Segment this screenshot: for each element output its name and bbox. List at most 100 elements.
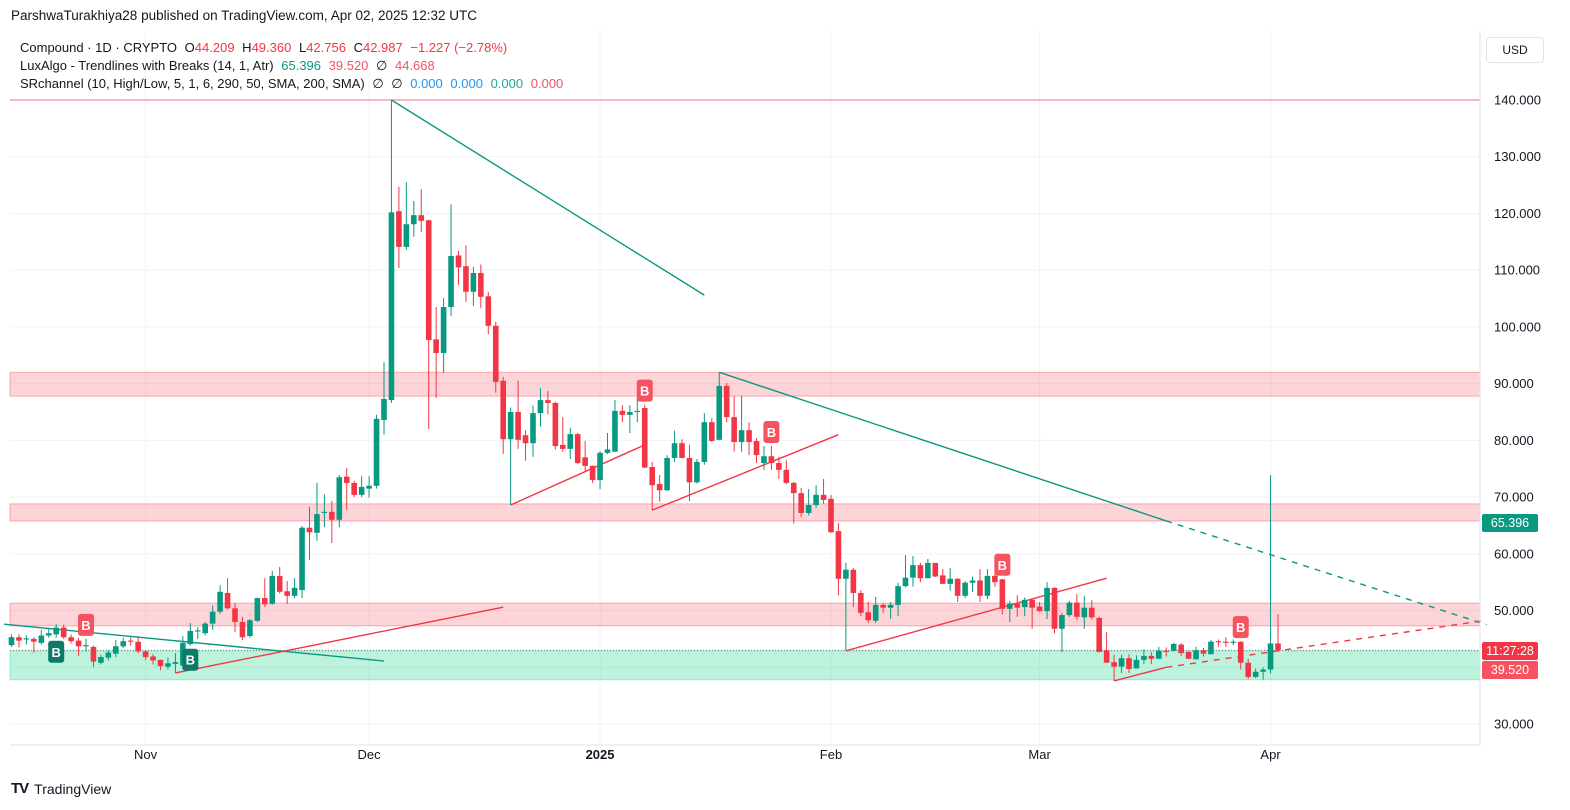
break-label-badge	[994, 553, 1011, 576]
candle-body	[783, 469, 790, 483]
candle	[664, 455, 670, 491]
indicator-name: SRchannel (10, High/Low, 5, 1, 6, 290, 5…	[20, 76, 365, 91]
break-label-text: B	[1236, 620, 1245, 635]
candle	[902, 554, 909, 588]
candle	[1081, 595, 1088, 629]
indicator-value-4: 0.000	[530, 76, 564, 91]
candle	[872, 596, 879, 624]
candle	[1260, 667, 1266, 680]
candle-body	[381, 398, 387, 420]
resistance-zone	[9, 371, 1481, 397]
candle	[835, 523, 842, 596]
price-tick-label: 130.000	[1494, 149, 1541, 164]
candle	[1185, 651, 1192, 660]
candle	[939, 569, 946, 584]
candle-body	[932, 562, 939, 577]
candle-body	[113, 646, 119, 654]
candle-body	[865, 612, 872, 621]
candle-body	[753, 440, 760, 456]
candle	[284, 581, 290, 604]
candle-body	[664, 457, 670, 491]
legend-indicator-luxalgo[interactable]: LuxAlgo - Trendlines with Breaks (14, 1,…	[20, 57, 567, 75]
price-tick-label: 110.000	[1494, 263, 1540, 278]
candle	[38, 629, 45, 645]
bar-countdown-label: 11:27:28	[1482, 642, 1538, 660]
candle-body	[694, 461, 700, 483]
candle	[396, 186, 402, 268]
candle	[135, 636, 141, 654]
resistance-zone	[9, 503, 1481, 522]
candle	[411, 200, 417, 237]
candle-body	[463, 266, 469, 292]
candle	[634, 398, 641, 423]
candle	[545, 391, 551, 415]
downtrend-line	[1166, 520, 1487, 626]
price-tick-label: 50.000	[1494, 603, 1534, 618]
candle	[1088, 600, 1095, 620]
time-tick-label: Apr	[1260, 747, 1281, 762]
candle	[1014, 595, 1021, 617]
candle-body	[194, 630, 201, 632]
candle	[813, 485, 819, 508]
candle-body	[485, 296, 492, 326]
bullish-break-label: B	[182, 648, 199, 671]
candle	[1148, 651, 1155, 664]
candle	[522, 430, 529, 461]
currency-button[interactable]: USD	[1486, 37, 1544, 63]
candle	[1193, 646, 1199, 660]
candle-body	[269, 575, 276, 604]
footer-brand[interactable]: TV TradingView	[11, 780, 111, 797]
candle-body	[858, 592, 864, 613]
candle	[746, 422, 752, 456]
time-tick-label: Feb	[820, 747, 842, 762]
candle-body	[336, 477, 343, 520]
candle	[895, 582, 901, 617]
candle-body	[709, 422, 715, 441]
candle-body	[1245, 662, 1251, 677]
candle	[448, 204, 454, 317]
price-tick-label: 60.000	[1494, 546, 1534, 561]
candle	[992, 573, 998, 587]
candle-body	[828, 498, 834, 533]
price-tick-label: 70.000	[1494, 490, 1534, 505]
candle	[299, 526, 305, 599]
candle	[552, 401, 559, 450]
candle-body	[254, 598, 261, 621]
support-zone	[9, 650, 1481, 681]
time-axis[interactable]: Nov Dec 2025 Feb Mar Apr	[134, 747, 1281, 762]
uptrend-line	[845, 577, 1107, 652]
candle-body	[23, 638, 30, 640]
time-tick-label: Dec	[358, 747, 382, 762]
candle	[1126, 654, 1132, 673]
indicator-value-3: 0.000	[490, 76, 524, 91]
candle-body	[939, 575, 946, 584]
candle-body	[1185, 651, 1192, 659]
candle-body	[738, 430, 745, 443]
candle	[485, 291, 492, 335]
candle-body	[45, 633, 52, 636]
candles	[8, 100, 1281, 681]
candle-body	[530, 413, 536, 444]
candle-body	[1096, 617, 1102, 652]
candle	[209, 605, 216, 630]
break-label-text: B	[767, 425, 776, 440]
candle	[1133, 655, 1140, 669]
candle	[150, 654, 156, 665]
candle	[925, 558, 931, 579]
candle-body	[723, 385, 730, 418]
uptrend-line	[175, 606, 504, 674]
candle	[120, 637, 127, 648]
candle-body	[455, 255, 462, 268]
legend-indicator-srchannel[interactable]: SRchannel (10, High/Low, 5, 1, 6, 290, 5…	[20, 75, 567, 93]
price-axis[interactable]: 30.00040.00050.00060.00070.00080.00090.0…	[1494, 93, 1541, 732]
candle	[805, 489, 812, 516]
candle	[1156, 646, 1162, 659]
candle-body	[284, 591, 290, 596]
ohlc-open: O44.209	[184, 40, 235, 55]
candle-body	[902, 577, 909, 587]
legend-symbol-row[interactable]: Compound · 1D · CRYPTO O44.209 H49.360 L…	[20, 39, 567, 57]
candle-body	[843, 569, 849, 579]
candle	[790, 481, 797, 524]
candle-body	[1230, 641, 1237, 643]
